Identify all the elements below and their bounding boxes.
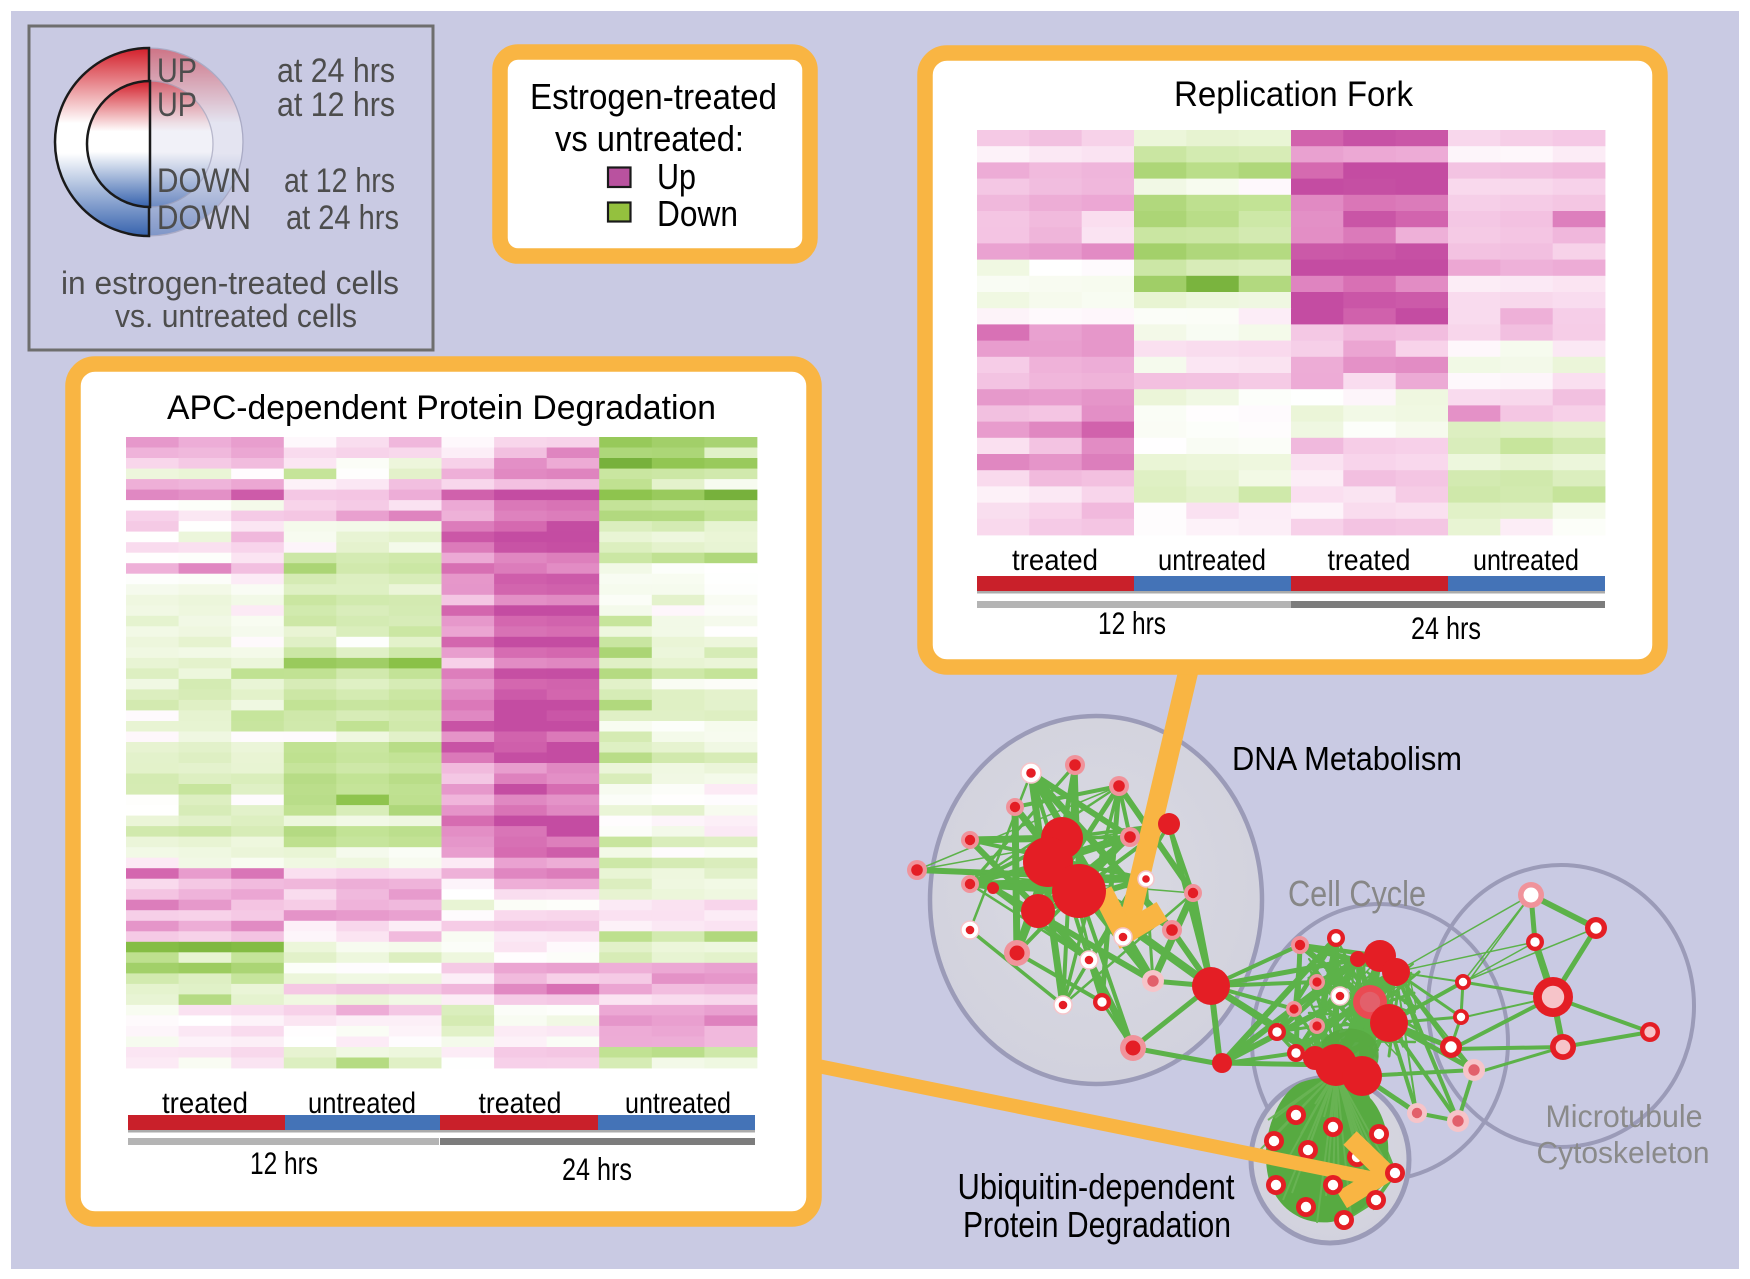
svg-text:in estrogen-treated cells: in estrogen-treated cells (61, 265, 399, 301)
svg-text:treated: treated (479, 1087, 562, 1120)
svg-text:at 12 hrs: at 12 hrs (284, 162, 395, 200)
svg-text:treated: treated (1012, 544, 1098, 577)
svg-text:vs untreated:: vs untreated: (555, 118, 744, 159)
svg-text:Ubiquitin-dependent: Ubiquitin-dependent (958, 1166, 1235, 1207)
svg-text:untreated: untreated (1473, 544, 1579, 577)
svg-text:at 24 hrs: at 24 hrs (277, 52, 395, 90)
svg-text:vs. untreated cells: vs. untreated cells (115, 298, 357, 334)
svg-text:treated: treated (162, 1087, 248, 1120)
svg-text:12 hrs: 12 hrs (250, 1145, 318, 1181)
svg-text:untreated: untreated (625, 1087, 731, 1120)
svg-text:APC-dependent Protein Degradat: APC-dependent Protein Degradation (167, 389, 716, 427)
svg-text:24 hrs: 24 hrs (1411, 610, 1481, 646)
svg-text:Down: Down (657, 193, 738, 234)
svg-text:at 12 hrs: at 12 hrs (277, 86, 395, 124)
svg-text:DOWN: DOWN (157, 162, 251, 200)
svg-text:24 hrs: 24 hrs (562, 1151, 632, 1187)
svg-text:Estrogen-treated: Estrogen-treated (530, 76, 777, 117)
svg-text:treated: treated (1328, 544, 1411, 577)
svg-text:DOWN: DOWN (157, 199, 251, 237)
svg-text:Protein Degradation: Protein Degradation (963, 1204, 1231, 1245)
svg-text:untreated: untreated (308, 1087, 416, 1120)
svg-text:Cytoskeleton: Cytoskeleton (1537, 1135, 1710, 1170)
svg-text:Cell Cycle: Cell Cycle (1288, 873, 1426, 914)
svg-text:UP: UP (157, 52, 197, 90)
svg-text:Microtubule: Microtubule (1546, 1098, 1703, 1134)
svg-text:untreated: untreated (1158, 544, 1266, 577)
svg-text:UP: UP (157, 86, 197, 124)
svg-text:Up: Up (657, 156, 696, 197)
svg-text:at 24 hrs: at 24 hrs (286, 199, 399, 237)
svg-text:Replication Fork: Replication Fork (1174, 75, 1413, 114)
svg-text:12 hrs: 12 hrs (1098, 605, 1166, 641)
svg-text:DNA Metabolism: DNA Metabolism (1232, 740, 1462, 777)
